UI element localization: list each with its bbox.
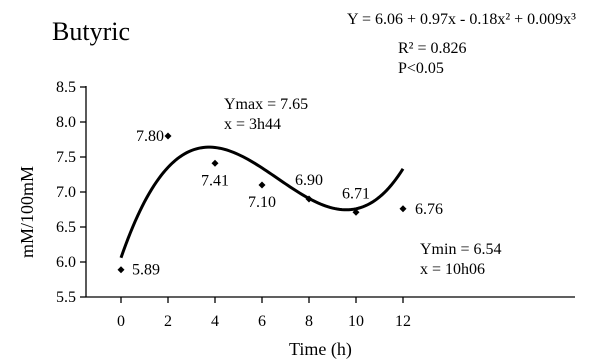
data-point-marker <box>399 205 407 213</box>
data-point-marker <box>305 195 313 203</box>
xmax-label: x = 3h44 <box>224 116 281 133</box>
chart-title: Butyric <box>52 17 130 46</box>
x-tick-label: 10 <box>348 313 364 330</box>
data-label: 6.90 <box>295 172 323 189</box>
data-point-marker <box>211 159 219 167</box>
p-value-label: P<0.05 <box>398 60 444 77</box>
data-label: 5.89 <box>132 262 160 279</box>
ymax-label: Ymax = 7.65 <box>224 96 308 113</box>
xmin-label: x = 10h06 <box>420 261 485 278</box>
x-tick-label: 6 <box>258 313 266 330</box>
ymin-label: Ymin = 6.54 <box>420 241 501 258</box>
y-tick-label: 7.0 <box>56 184 76 201</box>
y-tick-label: 6.5 <box>56 219 76 236</box>
equation-label: Y = 6.06 + 0.97x - 0.18x² + 0.009x³ <box>347 11 576 28</box>
r2-label: R² = 0.826 <box>398 40 467 57</box>
x-tick-label: 0 <box>117 313 125 330</box>
x-tick-label: 2 <box>164 313 172 330</box>
data-label: 7.41 <box>201 172 229 189</box>
data-point-marker <box>352 208 360 216</box>
y-tick-label: 8.0 <box>56 114 76 131</box>
data-point-marker <box>117 266 125 274</box>
x-tick-label: 8 <box>305 313 313 330</box>
x-tick-label: 12 <box>395 313 411 330</box>
data-label: 6.71 <box>342 185 370 202</box>
data-label: 7.10 <box>248 194 276 211</box>
data-label: 7.80 <box>136 128 164 145</box>
y-tick-label: 7.5 <box>56 149 76 166</box>
y-tick-label: 8.5 <box>56 79 76 96</box>
x-ticks: 0 2 4 6 8 10 12 <box>117 297 411 330</box>
data-label: 6.76 <box>415 201 443 218</box>
y-ticks: 5.5 6.0 6.5 7.0 7.5 8.0 8.5 <box>56 79 86 306</box>
data-point-marker <box>164 132 172 140</box>
y-axis-label: mM/100mM <box>17 166 37 258</box>
y-tick-label: 6.0 <box>56 254 76 271</box>
data-point-marker <box>258 181 266 189</box>
y-tick-label: 5.5 <box>56 289 76 306</box>
x-axis-label: Time (h) <box>289 339 352 360</box>
data-points: 5.89 7.80 7.41 7.10 6.90 6.71 6.76 <box>117 128 443 279</box>
x-tick-label: 4 <box>211 313 219 330</box>
